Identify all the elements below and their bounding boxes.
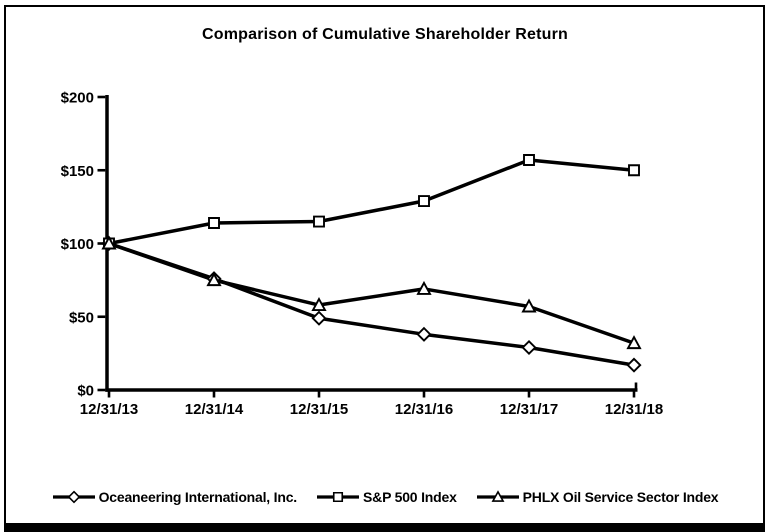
data-point-square (418, 195, 430, 207)
series-line-diamond (108, 241, 635, 367)
data-point-triangle (521, 298, 537, 313)
y-tick-label: $0 (77, 383, 94, 400)
legend-item-sp500: S&P 500 Index (316, 489, 457, 505)
legend-item-phlx: PHLX Oil Service Sector Index (476, 489, 719, 505)
x-tick-label: 12/31/16 (395, 401, 453, 418)
data-point-triangle (206, 272, 222, 287)
x-tick-label: 12/31/14 (185, 401, 244, 418)
legend-label-phlx: PHLX Oil Service Sector Index (522, 489, 719, 505)
data-point-square (523, 154, 535, 166)
data-point-square (313, 215, 325, 228)
square-marker-icon (317, 491, 360, 503)
legend-label-oceaneering: Oceaneering International, Inc. (98, 489, 298, 505)
data-point-triangle (416, 280, 432, 295)
legend-square-glyph (332, 491, 344, 503)
y-tick-label: $150 (61, 163, 94, 180)
data-point-diamond (521, 339, 537, 356)
x-tick-label: 12/31/13 (80, 401, 138, 418)
chart-title: Comparison of Cumulative Shareholder Ret… (202, 26, 568, 43)
triangle-marker-icon (476, 490, 519, 502)
legend-triangle-glyph (491, 490, 505, 502)
legend-label-sp500: S&P 500 Index (363, 489, 457, 505)
diamond-marker-icon (52, 490, 95, 504)
x-tick-label: 12/31/17 (500, 401, 558, 418)
chart-frame (4, 5, 765, 532)
data-point-square (628, 164, 640, 177)
legend-item-oceaneering: Oceaneering International, Inc. (52, 489, 297, 505)
data-point-triangle (626, 335, 642, 350)
data-point-triangle (101, 235, 117, 250)
series-line-square (108, 158, 635, 246)
legend: Oceaneering International, Inc. S&P 500 … (0, 489, 770, 505)
data-point-diamond (626, 357, 642, 373)
x-tick-label: 12/31/18 (605, 401, 663, 418)
x-tick-label: 12/31/15 (290, 401, 348, 418)
y-tick-label: $200 (61, 90, 94, 107)
legend-diamond-glyph (67, 490, 80, 504)
y-tick-label: $100 (61, 236, 94, 253)
data-point-diamond (311, 310, 327, 326)
data-point-triangle (311, 297, 327, 311)
data-point-square (208, 217, 220, 229)
data-point-diamond (416, 326, 432, 342)
y-tick-label: $50 (69, 309, 94, 326)
series-line-triangle (108, 241, 635, 345)
